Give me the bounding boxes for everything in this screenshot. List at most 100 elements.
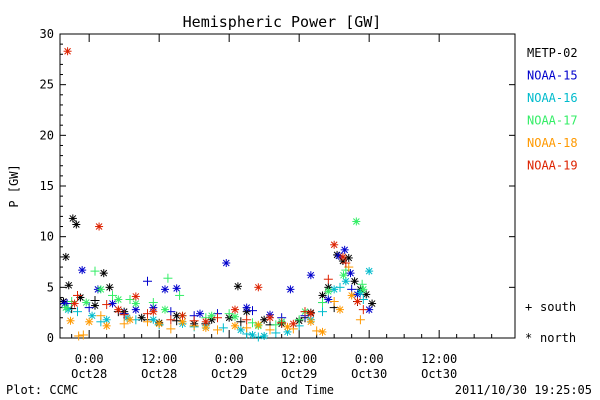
x-tick-label-date: Oct28: [141, 367, 177, 381]
y-tick-label: 30: [40, 27, 54, 41]
north-point: [108, 299, 117, 308]
x-tick-label-date: Oct29: [281, 367, 317, 381]
north-point: [149, 307, 158, 316]
south-point: [312, 326, 322, 336]
north-point: [254, 283, 263, 292]
south-point: [358, 305, 368, 315]
north-point: [131, 292, 140, 301]
north-point: [242, 303, 251, 312]
north-point: [289, 319, 298, 328]
north-point: [344, 253, 353, 262]
marker-legend-label: north: [540, 331, 576, 345]
x-axis-label: Date and Time: [240, 383, 334, 397]
north-point: [236, 325, 245, 334]
y-tick-label: 20: [40, 128, 54, 142]
south-point: [74, 331, 84, 341]
north-point: [95, 222, 104, 231]
south-point: [143, 317, 152, 327]
south-point: [166, 315, 176, 325]
y-tick-label: 5: [47, 280, 54, 294]
x-tick-label-time: 0:00: [215, 352, 244, 366]
y-axis: 0 5 10 15 20 25 30: [40, 27, 515, 345]
north-point: [347, 291, 356, 300]
legend-entry: NOAA-16: [527, 91, 578, 105]
south-point: [166, 324, 176, 334]
south-point: [323, 274, 333, 284]
north-point: [318, 327, 327, 336]
south-point: [213, 325, 222, 335]
marker-legend-symbol: +: [525, 300, 532, 314]
south-point: [358, 294, 368, 304]
north-point: [99, 269, 108, 278]
south-point: [242, 323, 252, 333]
north-point: [260, 315, 269, 324]
north-point: [102, 321, 111, 330]
north-point: [91, 301, 99, 310]
y-tick-label: 10: [40, 230, 54, 244]
south-point: [90, 266, 100, 276]
marker-legend: + south * north: [525, 300, 576, 345]
north-point: [306, 309, 315, 318]
south-point: [108, 290, 117, 300]
south-point: [163, 273, 173, 283]
north-point: [131, 299, 140, 308]
south-point: [96, 311, 106, 321]
south-point: [318, 307, 327, 317]
north-point: [336, 305, 344, 314]
south-point: [294, 315, 304, 325]
north-point: [82, 298, 91, 307]
south-point: [119, 319, 129, 329]
south-point: [73, 290, 82, 300]
y-tick-label: 15: [40, 179, 54, 193]
north-point: [88, 311, 97, 320]
south-point: [271, 328, 281, 338]
north-point: [324, 287, 333, 296]
marker-legend-label: south: [540, 300, 576, 314]
north-point: [96, 285, 105, 294]
south-point: [318, 298, 327, 308]
y-tick-label: 25: [40, 78, 54, 92]
south-point: [213, 313, 222, 323]
south-point: [218, 323, 228, 333]
north-point: [114, 295, 123, 304]
north-point: [254, 320, 263, 329]
north-point: [231, 321, 239, 330]
south-point: [148, 298, 158, 308]
north-point: [350, 277, 359, 286]
marker-legend-symbol: *: [525, 331, 532, 345]
x-tick-label-time: 0:00: [355, 352, 384, 366]
legend-entry: NOAA-18: [527, 136, 578, 150]
footer-timestamp: 2011/10/30 19:25:05: [455, 383, 592, 397]
north-point: [368, 299, 377, 308]
north-point: [286, 285, 295, 294]
south-point: [357, 279, 367, 289]
x-tick-label-time: 12:00: [421, 352, 457, 366]
footer-plot-credit: Plot: CCMC: [6, 383, 78, 397]
x-tick-label-date: Oct28: [71, 367, 107, 381]
legend-entry: NOAA-15: [527, 69, 578, 83]
north-point: [330, 240, 339, 249]
north-point: [196, 309, 204, 318]
north-point: [341, 277, 350, 286]
y-axis-label: P [GW]: [7, 164, 21, 207]
north-point: [306, 271, 315, 280]
north-point: [72, 220, 81, 229]
north-point: [222, 259, 231, 268]
north-point: [359, 285, 368, 294]
north-point: [231, 312, 239, 321]
north-point: [352, 217, 361, 226]
north-point: [353, 297, 362, 306]
south-point: [335, 282, 345, 292]
north-point: [260, 331, 269, 340]
y-tick-label: 0: [47, 331, 54, 345]
legend-entry: NOAA-17: [527, 114, 578, 128]
north-point: [114, 305, 123, 314]
north-point: [64, 281, 73, 290]
x-axis: 0:00Oct2812:00Oct280:00Oct2912:00Oct290:…: [71, 34, 493, 381]
north-point: [233, 282, 242, 291]
x-tick-label-date: Oct30: [421, 367, 457, 381]
north-point: [161, 285, 169, 294]
south-point: [175, 290, 185, 300]
north-point: [306, 317, 315, 326]
